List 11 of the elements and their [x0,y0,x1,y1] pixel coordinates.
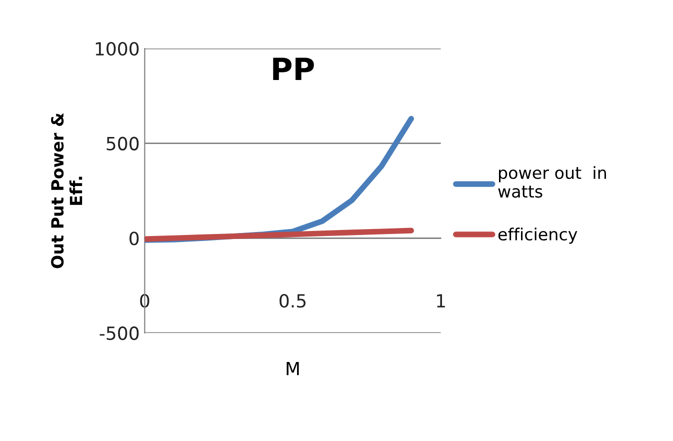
chart-title: PP [273,58,314,80]
y-tick-label: -500 [100,326,139,340]
y-tick-label: 500 [106,136,139,150]
y-tick-label: 0 [130,232,139,246]
x-axis-title: M [286,362,299,376]
legend-label: power out in watts [498,166,606,198]
x-tick-label: 0.5 [280,294,306,308]
legend-label: efficiency [498,228,578,244]
y-axis-title: Out Put Power & Eff. [51,113,82,268]
y-tick-label: 1000 [96,42,139,56]
x-tick-label: 1 [437,294,445,308]
